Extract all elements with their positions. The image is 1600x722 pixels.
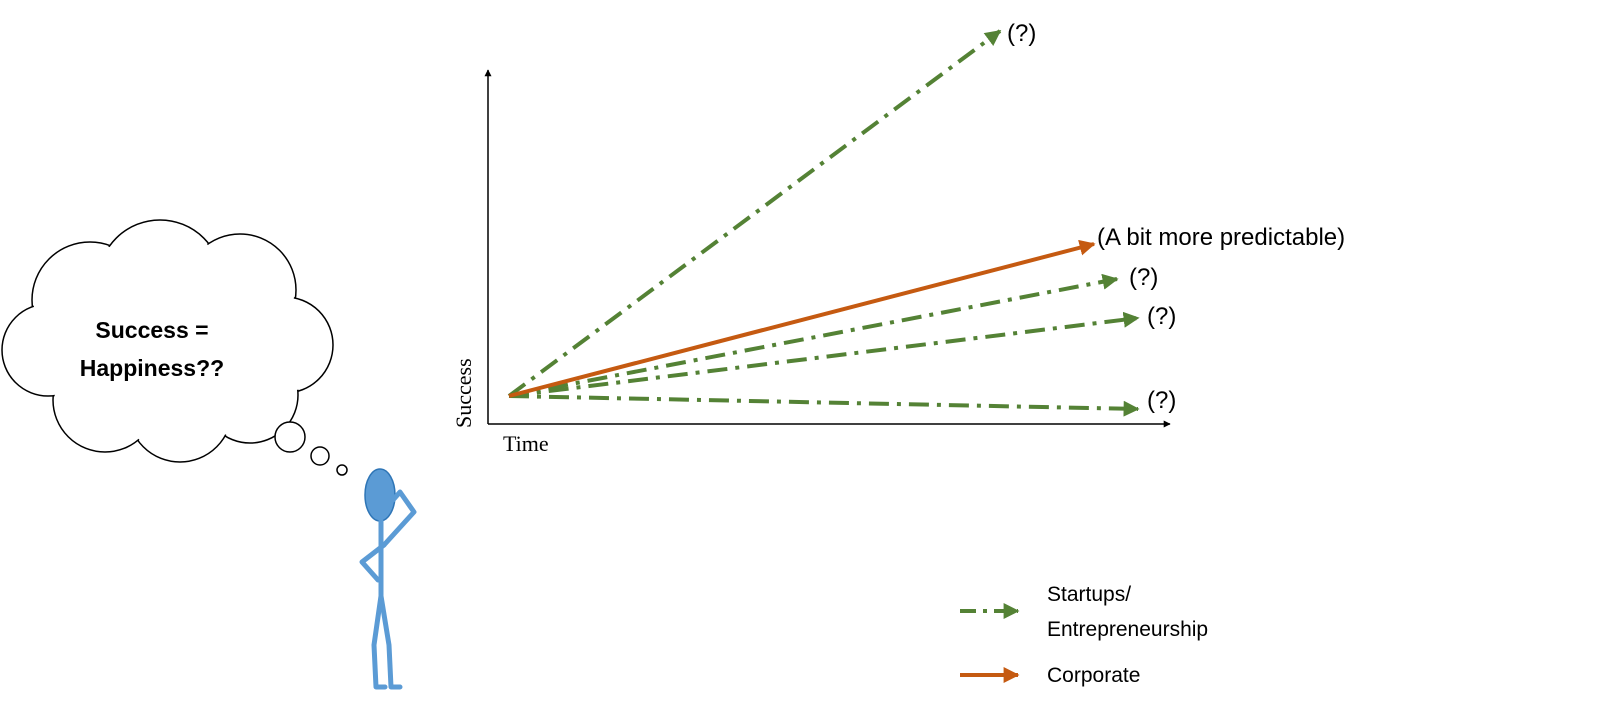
legend-corporate-label: Corporate bbox=[1047, 664, 1140, 687]
thought-text-line1: Success = bbox=[95, 317, 208, 343]
startup-path-lower-middle bbox=[508, 311, 1140, 398]
thought-dot-small bbox=[336, 464, 348, 476]
path-label-bottom: (?) bbox=[1147, 387, 1176, 414]
y-axis-label: Success bbox=[451, 358, 476, 428]
stick-figure-left-leg bbox=[371, 593, 388, 690]
path-labels: (?) (A bit more predictable) (?) (?) (?) bbox=[1007, 20, 1345, 414]
path-label-corporate: (A bit more predictable) bbox=[1097, 224, 1345, 251]
stick-figure-head bbox=[364, 468, 396, 522]
path-label-top: (?) bbox=[1007, 20, 1036, 47]
stick-figure-raised-arm bbox=[381, 489, 417, 548]
legend-startups-label-line1: Startups/ bbox=[1047, 583, 1131, 606]
thought-dot-large bbox=[274, 421, 306, 453]
trajectories bbox=[507, 29, 1140, 417]
path-label-lower-middle: (?) bbox=[1147, 303, 1176, 330]
legend-startups-label-line2: Entrepreneurship bbox=[1047, 618, 1208, 641]
thought-dot-medium bbox=[310, 446, 330, 466]
path-label-upper-middle: (?) bbox=[1129, 264, 1158, 291]
x-axis-label: Time bbox=[503, 431, 549, 456]
startup-path-upper-middle bbox=[508, 273, 1119, 398]
stick-figure-right-leg bbox=[378, 593, 403, 690]
startup-path-bottom bbox=[508, 394, 1140, 417]
thought-cloud bbox=[1, 219, 334, 463]
stick-figure bbox=[359, 468, 417, 690]
startup-path-top bbox=[507, 29, 1002, 398]
axes: Time Success bbox=[451, 69, 1171, 456]
legend: Startups/ Entrepreneurship Corporate bbox=[960, 583, 1208, 687]
thought-bubble: Success = Happiness?? bbox=[1, 219, 348, 476]
thought-text-line2: Happiness?? bbox=[80, 355, 224, 381]
corporate-path bbox=[508, 239, 1096, 398]
stick-figure-hip-arm bbox=[359, 542, 387, 583]
